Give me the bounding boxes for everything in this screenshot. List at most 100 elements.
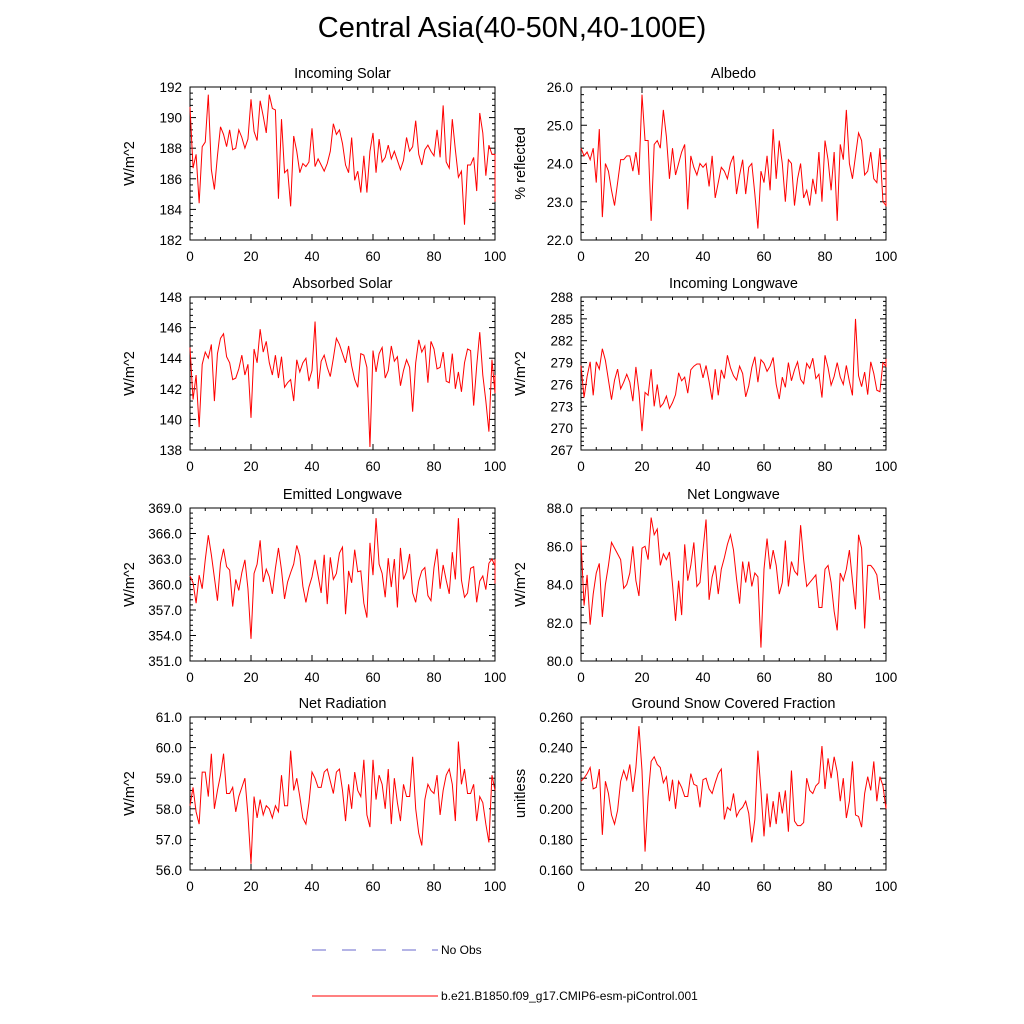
y-tick-label: 369.0 <box>148 501 182 516</box>
y-tick-label: 279 <box>550 356 573 371</box>
y-tick-label: 59.0 <box>156 771 182 786</box>
panel-incoming-solar: Incoming Solar W/m^2 182 184 186 188 190 192 0 20… <box>122 66 506 264</box>
x-tick-label: 0 <box>577 670 585 685</box>
panel-title: Net Longwave <box>687 487 780 503</box>
y-tick-label: 351.0 <box>148 654 182 669</box>
x-tick-label: 20 <box>243 879 258 894</box>
panel-title: Net Radiation <box>299 696 387 712</box>
x-tick-label: 80 <box>426 459 441 474</box>
x-tick-label: 100 <box>484 249 507 264</box>
y-tick-label: 0.200 <box>539 802 573 817</box>
x-tick-label: 100 <box>875 670 898 685</box>
legend-label-model: b.e21.B1850.f09_g17.CMIP6-esm-piControl.… <box>441 989 698 1003</box>
y-tick-label: 267 <box>550 443 573 458</box>
y-tick-label: 146 <box>159 321 182 336</box>
x-tick-label: 80 <box>817 879 832 894</box>
figure-title: Central Asia(40-50N,40-100E) <box>317 12 707 44</box>
y-tick-label: 354.0 <box>148 629 182 644</box>
x-tick-label: 40 <box>695 670 710 685</box>
panel-title: Emitted Longwave <box>283 487 402 503</box>
y-tick-label: 25.0 <box>547 118 573 133</box>
x-tick-label: 40 <box>304 879 319 894</box>
panel-ground-snow-covered-fraction: Ground Snow Covered Fraction unitless 0.16… <box>513 696 897 894</box>
y-axis-label: W/m^2 <box>122 141 138 186</box>
panel-title: Ground Snow Covered Fraction <box>632 696 836 712</box>
x-tick-label: 60 <box>365 249 380 264</box>
y-tick-label: 273 <box>550 399 573 414</box>
y-tick-label: 363.0 <box>148 552 182 567</box>
series-line <box>580 726 887 852</box>
y-tick-label: 140 <box>159 412 182 427</box>
y-tick-label: 360.0 <box>148 578 182 593</box>
y-axis-label: W/m^2 <box>513 562 529 607</box>
y-tick-label: 184 <box>159 202 182 217</box>
plot-frame <box>189 507 496 662</box>
y-tick-label: 0.220 <box>539 771 573 786</box>
legend-label-no-obs: No Obs <box>441 943 482 957</box>
x-tick-label: 0 <box>186 879 194 894</box>
x-tick-label: 0 <box>577 249 585 264</box>
y-tick-label: 186 <box>159 172 182 187</box>
y-tick-label: 58.0 <box>156 802 182 817</box>
y-tick-label: 57.0 <box>156 832 182 847</box>
panel-net-radiation: Net Radiation W/m^2 56.0 57.0 58.0 59.0 60.0 61… <box>122 696 506 894</box>
panel-net-longwave: Net Longwave W/m^2 80.0 82.0 84.0 86.0 88.0 0 20… <box>513 487 897 685</box>
plot-frame <box>189 296 496 451</box>
y-tick-label: 23.0 <box>547 195 573 210</box>
y-tick-label: 357.0 <box>148 603 182 618</box>
panel-incoming-longwave: Incoming Longwave W/m^2 267 270 273 276 279 282… <box>513 276 897 474</box>
series-line <box>189 94 496 225</box>
x-tick-label: 0 <box>186 459 194 474</box>
y-tick-label: 61.0 <box>156 710 182 725</box>
y-tick-label: 56.0 <box>156 863 182 878</box>
y-tick-label: 0.260 <box>539 710 573 725</box>
series-line <box>580 517 881 648</box>
y-tick-label: 24.0 <box>547 157 573 172</box>
y-tick-label: 288 <box>550 290 573 305</box>
x-tick-label: 20 <box>243 670 258 685</box>
x-tick-label: 100 <box>875 459 898 474</box>
x-tick-label: 60 <box>365 459 380 474</box>
x-tick-label: 0 <box>577 459 585 474</box>
y-tick-label: 82.0 <box>547 616 573 631</box>
x-tick-label: 40 <box>695 249 710 264</box>
x-tick-label: 100 <box>484 670 507 685</box>
series-line <box>189 321 496 447</box>
y-axis-label: W/m^2 <box>122 562 138 607</box>
y-tick-label: 276 <box>550 377 573 392</box>
legend <box>312 949 438 997</box>
panel-title: Absorbed Solar <box>293 276 393 292</box>
y-tick-label: 282 <box>550 334 573 349</box>
panel-title: Incoming Longwave <box>669 276 798 292</box>
x-tick-label: 100 <box>484 879 507 894</box>
y-tick-label: 188 <box>159 141 182 156</box>
x-tick-label: 40 <box>304 459 319 474</box>
x-tick-label: 20 <box>634 879 649 894</box>
series-line <box>580 318 887 432</box>
x-tick-label: 20 <box>634 459 649 474</box>
x-tick-label: 80 <box>817 670 832 685</box>
y-tick-label: 192 <box>159 80 182 95</box>
x-tick-label: 40 <box>695 879 710 894</box>
x-tick-label: 60 <box>756 879 771 894</box>
plot-frame <box>580 86 887 241</box>
x-tick-label: 60 <box>756 670 771 685</box>
y-axis-label: % reflected <box>513 127 529 200</box>
x-tick-label: 60 <box>756 249 771 264</box>
x-tick-label: 40 <box>304 249 319 264</box>
panel-title: Incoming Solar <box>294 66 391 82</box>
panel-absorbed-solar: Absorbed Solar W/m^2 138 140 142 144 146 148 0 20… <box>122 276 506 474</box>
x-tick-label: 60 <box>365 879 380 894</box>
y-tick-label: 0.240 <box>539 741 573 756</box>
x-tick-label: 100 <box>484 459 507 474</box>
x-tick-label: 40 <box>304 670 319 685</box>
x-tick-label: 80 <box>426 249 441 264</box>
y-tick-label: 84.0 <box>547 578 573 593</box>
y-tick-label: 26.0 <box>547 80 573 95</box>
y-axis-label: unitless <box>513 769 529 818</box>
x-tick-label: 60 <box>756 459 771 474</box>
panel-emitted-longwave: Emitted Longwave W/m^2 351.0 354.0 357.0 360.… <box>122 487 506 685</box>
x-tick-label: 60 <box>365 670 380 685</box>
y-axis-label: W/m^2 <box>122 351 138 396</box>
y-tick-label: 190 <box>159 111 182 126</box>
